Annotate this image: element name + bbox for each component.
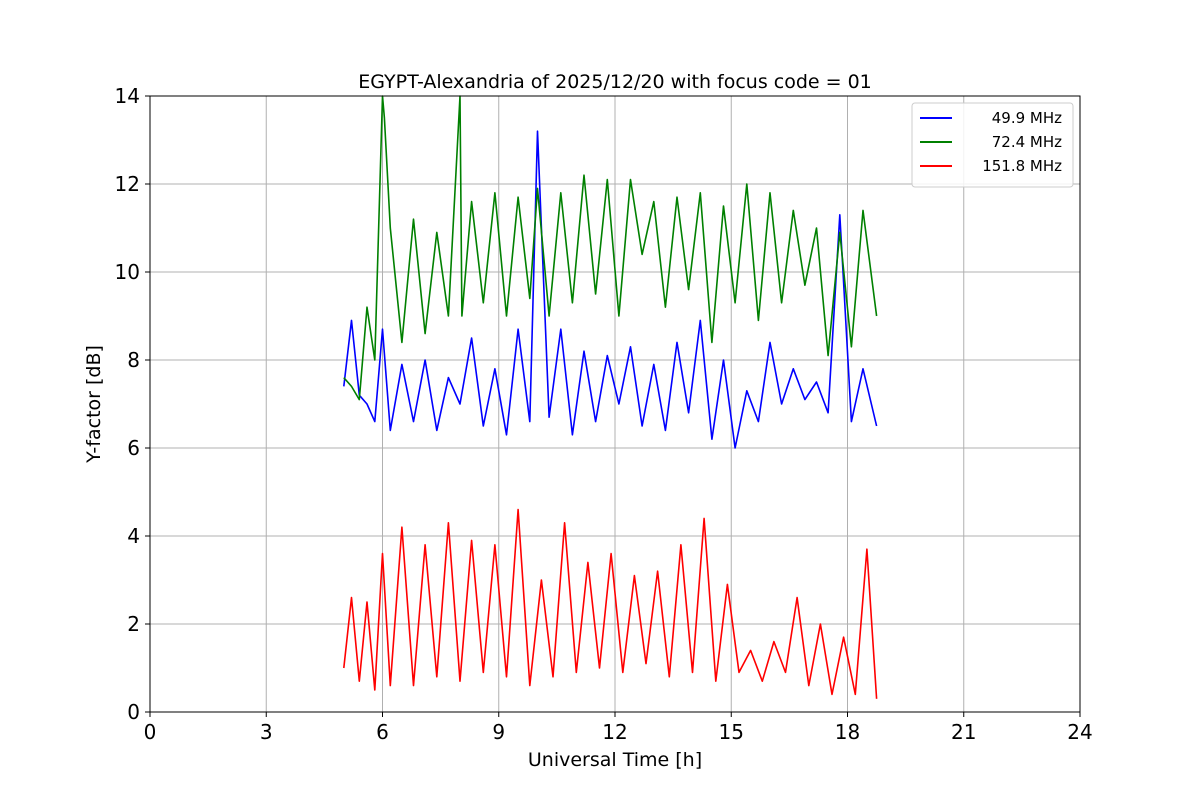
legend-label-0: 49.9 MHz	[992, 109, 1062, 127]
legend: 49.9 MHz 72.4 MHz 151.8 MHz	[911, 102, 1074, 188]
y-tick-label-7: 14	[115, 84, 140, 108]
y-tick-label-1: 2	[127, 612, 140, 636]
x-tick-label-6: 18	[835, 720, 860, 744]
x-tick-label-0: 0	[144, 720, 157, 744]
x-tick-label-7: 21	[951, 720, 976, 744]
x-tick-label-3: 9	[492, 720, 505, 744]
legend-label-2: 151.8 MHz	[982, 157, 1062, 175]
y-tick-label-4: 8	[127, 348, 140, 372]
y-tick-label-0: 0	[127, 700, 140, 724]
chart-title: EGYPT-Alexandria of 2025/12/20 with focu…	[358, 71, 872, 93]
x-tick-label-2: 6	[376, 720, 389, 744]
legend-box	[911, 102, 1074, 188]
series-line-0	[343, 130, 878, 449]
y-tick-label-6: 12	[115, 172, 140, 196]
grid	[149, 95, 1081, 713]
x-tick-label-5: 15	[719, 720, 744, 744]
y-tick-label-3: 6	[127, 436, 140, 460]
series-line-1	[343, 95, 878, 401]
y-axis-label: Y-factor [dB]	[83, 345, 105, 464]
legend-label-1: 72.4 MHz	[992, 133, 1062, 151]
y-tick-label-5: 10	[115, 260, 140, 284]
x-axis-label: Universal Time [h]	[528, 749, 702, 771]
series-line-2	[343, 508, 878, 699]
x-tick-label-4: 12	[602, 720, 627, 744]
y-tick-label-2: 4	[127, 524, 140, 548]
x-tick-label-8: 24	[1067, 720, 1092, 744]
x-tick-label-1: 3	[260, 720, 273, 744]
plot-series	[343, 95, 878, 699]
